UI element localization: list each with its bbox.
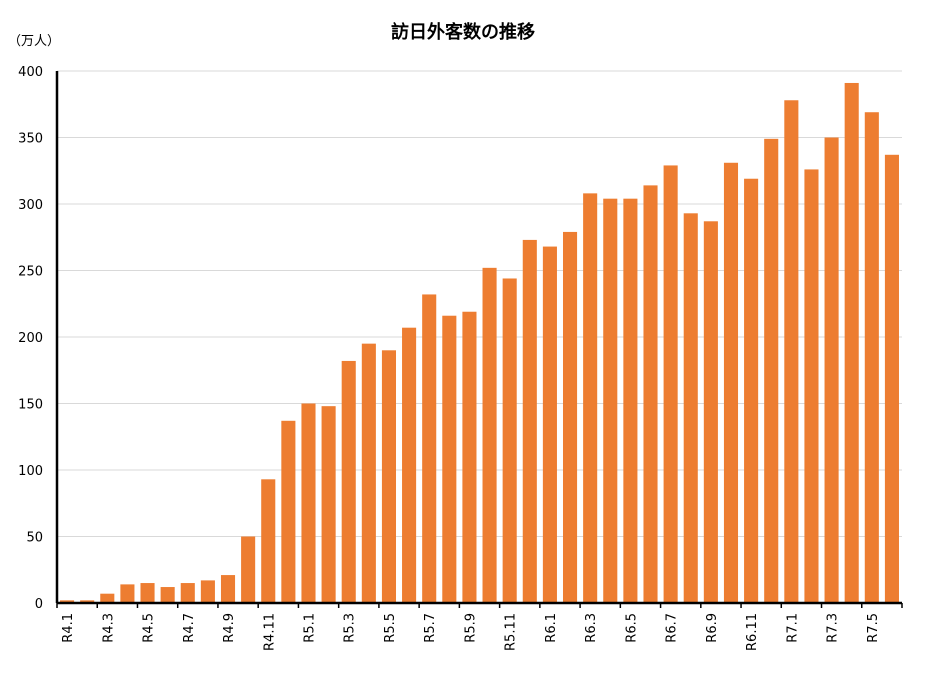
- bar: [603, 198, 618, 603]
- bar: [160, 587, 175, 603]
- bar: [583, 193, 598, 604]
- bar: [844, 82, 859, 604]
- x-tick-label: R5.5: [383, 613, 398, 643]
- bar: [703, 221, 718, 604]
- x-tick-label: R6.11: [745, 613, 760, 651]
- x-tick-label: R4.5: [142, 613, 157, 643]
- bar: [402, 327, 417, 603]
- bar: [361, 343, 376, 603]
- bar: [120, 584, 135, 603]
- y-tick-label: 0: [35, 597, 43, 612]
- x-tick-label: R4.9: [222, 613, 237, 643]
- bar: [381, 350, 397, 603]
- bar: [321, 406, 336, 603]
- y-tick-label: 150: [18, 398, 43, 413]
- x-tick-label: R5.7: [423, 613, 438, 643]
- bar: [723, 162, 739, 603]
- x-tick-label: R6.1: [544, 613, 559, 643]
- chart-title: 訪日外客数の推移: [391, 21, 535, 43]
- bar: [442, 315, 457, 603]
- bar: [764, 138, 779, 603]
- bar: [60, 600, 75, 603]
- bar: [663, 165, 678, 603]
- x-tick-label: R4.3: [101, 613, 116, 643]
- bar: [281, 420, 296, 603]
- x-tick-label: R7.3: [826, 613, 841, 643]
- bar: [422, 294, 437, 603]
- bar: [502, 278, 517, 603]
- y-tick-label: 200: [18, 331, 43, 346]
- x-tick-label: R5.3: [343, 613, 358, 643]
- y-tick-label: 400: [18, 65, 43, 80]
- x-tick-label: R6.5: [624, 613, 639, 643]
- bar: [824, 137, 839, 603]
- x-tick-label: R5.11: [504, 613, 519, 651]
- bar: [683, 213, 698, 603]
- bar: [241, 536, 256, 603]
- bar: [804, 169, 819, 604]
- x-tick-label: R6.7: [665, 613, 680, 643]
- bar: [482, 267, 497, 603]
- bar: [562, 231, 578, 603]
- y-tick-label: 100: [18, 464, 43, 479]
- bar: [864, 112, 879, 603]
- x-tick-label: R5.9: [463, 613, 478, 643]
- bar: [744, 178, 759, 604]
- bar: [542, 246, 557, 603]
- x-tick-label: R6.3: [584, 613, 599, 643]
- y-tick-label: 350: [18, 132, 43, 147]
- y-tick-label: 300: [18, 198, 43, 213]
- bar: [180, 583, 195, 603]
- x-tick-label: R7.1: [785, 613, 800, 643]
- bar: [884, 154, 899, 604]
- bar: [623, 198, 638, 603]
- bar: [261, 479, 276, 603]
- bar: [784, 100, 799, 603]
- x-tick-label: R5.1: [302, 613, 317, 643]
- x-tick-label: R4.11: [262, 613, 277, 651]
- y-tick-label: 50: [26, 531, 43, 546]
- x-tick-label: R7.5: [866, 613, 881, 643]
- x-tick-label: R6.9: [705, 613, 720, 643]
- bar: [341, 360, 356, 603]
- bar: [643, 185, 658, 603]
- bar: [80, 600, 95, 603]
- x-tick-label: R4.1: [61, 613, 76, 643]
- bar: [220, 575, 236, 603]
- y-tick-label: 250: [18, 265, 43, 280]
- bar: [100, 593, 115, 603]
- bar: [522, 239, 537, 603]
- bar: [301, 403, 316, 603]
- x-tick-label: R4.7: [182, 613, 197, 643]
- y-axis-label: （万人）: [8, 34, 60, 49]
- bar: [140, 583, 155, 603]
- bar: [200, 580, 215, 603]
- bar: [462, 311, 477, 603]
